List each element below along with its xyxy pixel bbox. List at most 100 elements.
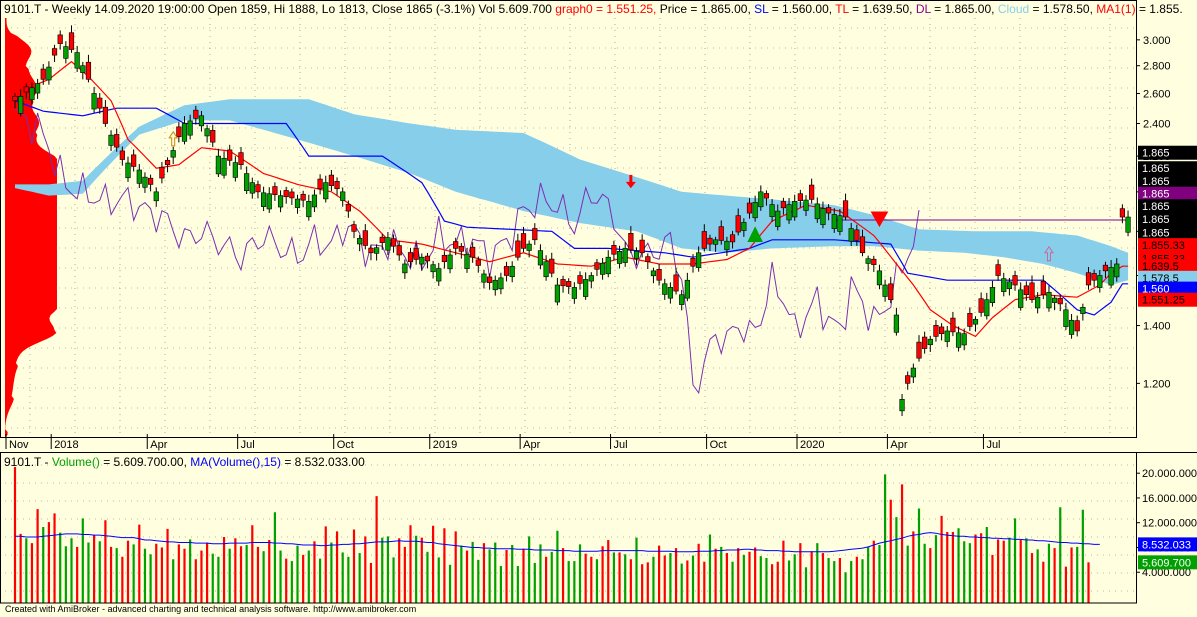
price-label: 1.865 xyxy=(1138,186,1197,201)
candle xyxy=(74,45,80,72)
candle-body xyxy=(1080,306,1086,314)
price-label: 1.865 xyxy=(1138,161,1197,176)
price-label-bg xyxy=(1138,199,1197,214)
candle-body xyxy=(80,65,86,73)
candle-body xyxy=(594,262,600,270)
candle xyxy=(311,189,318,212)
candle xyxy=(611,240,617,261)
candle-body xyxy=(373,247,380,254)
candle-body xyxy=(978,298,984,313)
candle-body xyxy=(893,314,899,333)
candle xyxy=(317,174,323,195)
candle xyxy=(724,236,730,256)
price-label: 1.865 xyxy=(1138,173,1197,188)
signal-arrow-down xyxy=(625,174,636,189)
candle-body xyxy=(792,201,798,218)
candle-body xyxy=(729,234,736,243)
candle xyxy=(1052,295,1058,311)
candle xyxy=(379,233,385,250)
candle xyxy=(616,245,623,269)
price-tick-label: 1.400 xyxy=(1143,321,1171,333)
candle xyxy=(351,220,357,239)
candle-body xyxy=(1085,272,1092,286)
price-labels: 1.8651.8651.8651.8651.8651.8651.8651.855… xyxy=(1138,145,1197,570)
candle-body xyxy=(12,95,18,102)
candle xyxy=(34,78,41,99)
candle-body xyxy=(244,173,250,192)
date-axis: Nov 2018 Apr Jul Oct 2019 Apr Jul Oct 2020 Apr Jul xyxy=(5,434,1001,451)
candle xyxy=(752,195,758,222)
candle xyxy=(583,272,589,300)
candle-body xyxy=(583,279,589,297)
candle-body xyxy=(775,210,781,227)
price-tick-label: 1.200 xyxy=(1143,378,1171,390)
candle-body xyxy=(23,86,29,93)
price-label-text: 1.551.25 xyxy=(1142,295,1185,307)
candle-body xyxy=(797,193,803,202)
candle-body xyxy=(204,128,210,137)
candle-body xyxy=(763,193,770,199)
header-symbol: 9101.T - Weekly 14.09.2020 19:00:00 Open… xyxy=(4,2,552,16)
candle xyxy=(221,151,227,179)
candle-body xyxy=(1029,282,1035,300)
candle xyxy=(368,245,374,261)
candle-body xyxy=(560,279,566,287)
candle-body xyxy=(368,247,374,254)
candle xyxy=(628,226,634,254)
candle xyxy=(537,244,544,270)
candle-body xyxy=(413,248,419,260)
candle-body xyxy=(498,277,504,290)
candle xyxy=(357,235,363,252)
candle xyxy=(554,277,560,306)
candle xyxy=(402,259,408,279)
candle xyxy=(272,182,278,201)
candle-body xyxy=(97,97,103,109)
candle xyxy=(300,190,306,208)
price-label-text: 1.560 xyxy=(1142,284,1170,296)
candle xyxy=(588,272,594,289)
candle-body xyxy=(995,264,1001,276)
price-label-bg xyxy=(1138,259,1197,274)
candle xyxy=(373,244,380,261)
price-tick-label: 2.400 xyxy=(1143,118,1171,130)
candle-body xyxy=(260,192,267,207)
candle-body xyxy=(1068,319,1075,335)
candle xyxy=(46,61,52,85)
candle xyxy=(905,371,911,390)
candle-body xyxy=(820,208,826,225)
candle xyxy=(436,262,442,286)
candle-body xyxy=(51,48,58,56)
candle xyxy=(1018,282,1024,311)
candle xyxy=(865,255,871,271)
legend-item: Cloud xyxy=(995,2,1030,16)
candle-body xyxy=(328,174,335,186)
candle-body xyxy=(605,256,611,275)
price-label: 1.560 xyxy=(1138,281,1197,296)
candle xyxy=(701,224,707,252)
candle-body xyxy=(780,201,786,209)
candle-body xyxy=(1012,275,1018,286)
candle xyxy=(1114,258,1120,282)
candle-body xyxy=(63,46,69,59)
candle-body xyxy=(588,275,594,282)
candle-body xyxy=(306,201,312,218)
volume-ma-line xyxy=(15,532,1100,553)
legend-item: TL xyxy=(832,2,849,16)
candle-body xyxy=(486,276,493,283)
candle-body xyxy=(1035,296,1041,309)
candle-body xyxy=(232,162,238,178)
candle xyxy=(871,255,877,272)
candle xyxy=(741,218,747,237)
candle xyxy=(718,220,724,245)
candle-body xyxy=(345,204,351,212)
candle-body xyxy=(515,240,521,258)
candle-body xyxy=(599,262,606,275)
candle xyxy=(662,278,668,300)
candle xyxy=(645,253,651,270)
candle xyxy=(927,335,933,352)
candle-body xyxy=(1097,275,1103,288)
candle xyxy=(492,275,498,296)
candle-body xyxy=(458,245,464,252)
candle xyxy=(639,234,645,258)
